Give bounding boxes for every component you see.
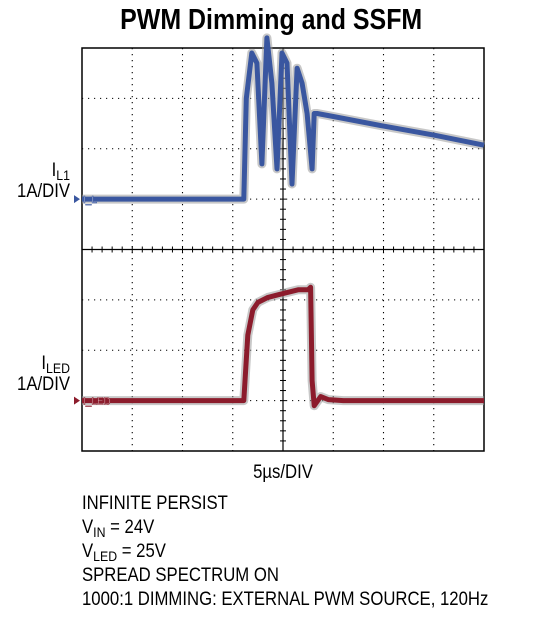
trace-core-iled	[82, 286, 484, 407]
ch1-label-main: I	[51, 160, 57, 181]
trace-core-il1	[82, 37, 485, 200]
ground-marker-il1	[74, 195, 80, 204]
ch1-label-sub: L1	[56, 167, 70, 183]
note-line: VLED = 25V	[82, 540, 488, 564]
ch2-label-sub: LED	[46, 360, 70, 376]
chart-title: PWM Dimming and SSFM	[120, 4, 423, 36]
note-line: INFINITE PERSIST	[82, 493, 228, 514]
note-line: 1000:1 DIMMING: EXTERNAL PWM SOURCE, 120…	[82, 589, 489, 610]
channel1-axis-label: IL1 1A/DIV	[8, 160, 70, 202]
note-subscript: IN	[93, 524, 106, 540]
ch2-label-main: I	[41, 353, 47, 374]
note-value: = 24V	[105, 517, 155, 538]
ch2-scale: 1A/DIV	[17, 374, 70, 395]
note-symbol: V	[82, 541, 94, 562]
note-symbol: V	[82, 517, 94, 538]
note-line: SPREAD SPECTRUM ON	[82, 565, 279, 586]
note-value: = 25V	[117, 541, 166, 562]
ground-marker-iled	[74, 396, 80, 405]
test-conditions: INFINITE PERSIST VIN = 24V VLED = 25V SPREA…	[82, 492, 488, 612]
x-axis-label: 5µs/DIV	[253, 462, 313, 483]
ground-marker-label-iled: I_LED	[83, 397, 111, 408]
ch1-scale: 1A/DIV	[17, 181, 70, 202]
ground-marker-label-il1: I_L	[83, 195, 97, 206]
note-line: VIN = 24V	[82, 516, 488, 540]
note-subscript: LED	[93, 548, 118, 564]
channel2-axis-label: ILED 1A/DIV	[8, 353, 70, 395]
